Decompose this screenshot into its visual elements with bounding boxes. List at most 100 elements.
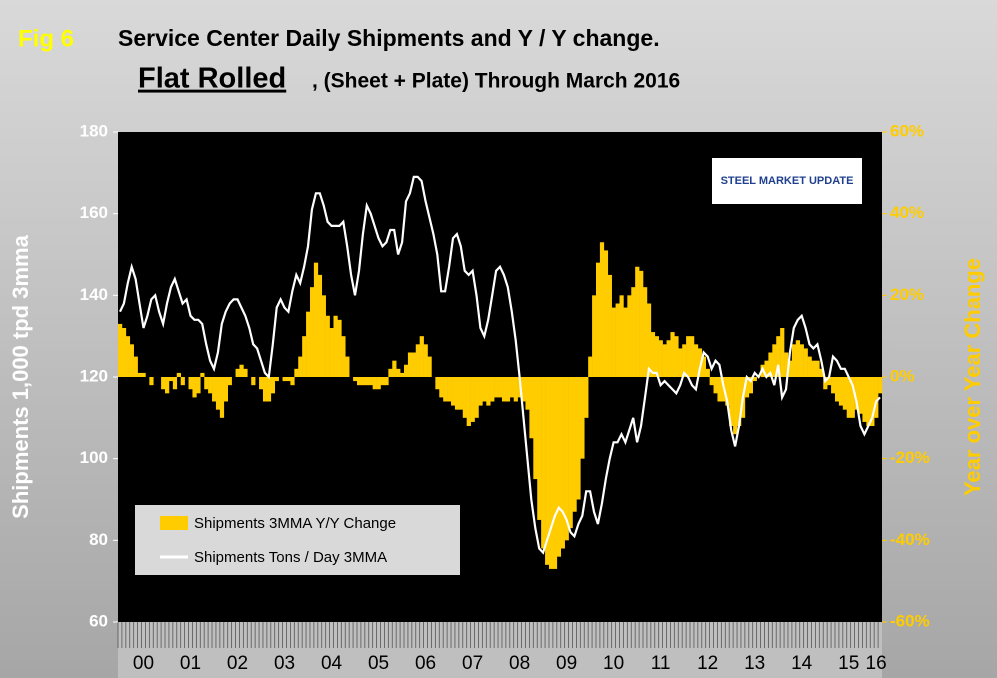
- bar: [803, 348, 808, 377]
- bar: [717, 377, 722, 402]
- bar: [243, 368, 248, 377]
- bar: [462, 377, 467, 418]
- bar: [133, 356, 138, 377]
- bar: [294, 368, 299, 377]
- bar: [670, 332, 675, 377]
- bar: [356, 377, 362, 386]
- bar: [572, 377, 577, 512]
- bar: [392, 360, 397, 377]
- subtitle: , (Sheet + Plate) Through March 2016: [312, 70, 680, 93]
- bar: [196, 377, 201, 394]
- bar: [172, 377, 178, 390]
- bar: [447, 377, 452, 402]
- bar: [666, 340, 671, 377]
- bar: [619, 295, 624, 377]
- bar: [125, 336, 131, 377]
- bar: [878, 377, 883, 394]
- bar: [705, 368, 710, 377]
- bar: [733, 377, 738, 435]
- bar: [592, 295, 597, 377]
- bar: [435, 377, 440, 390]
- bar: [384, 377, 389, 386]
- y-tick-label: 140: [80, 285, 108, 304]
- bar: [239, 364, 244, 377]
- bar: [725, 377, 730, 406]
- bar: [376, 377, 381, 390]
- bar: [552, 377, 558, 569]
- bar: [838, 377, 844, 406]
- bar: [212, 377, 217, 402]
- bar: [470, 377, 475, 422]
- bar: [118, 323, 123, 377]
- bar: [329, 328, 334, 377]
- bar: [556, 377, 562, 557]
- bar: [776, 336, 781, 377]
- bar: [560, 377, 565, 549]
- bar: [635, 266, 640, 377]
- bar: [729, 377, 734, 426]
- bar: [787, 360, 793, 377]
- bar: [486, 377, 491, 406]
- bar: [466, 377, 471, 426]
- bar: [404, 364, 409, 377]
- x-tick-label: 03: [274, 653, 295, 674]
- bar: [513, 377, 518, 402]
- x-tick-label: 13: [744, 653, 765, 674]
- bar: [662, 344, 667, 377]
- bar: [372, 377, 377, 390]
- bar: [595, 262, 601, 377]
- bar: [286, 377, 291, 382]
- bar: [541, 377, 546, 549]
- y-tick-label: 60: [89, 611, 108, 630]
- bar: [827, 377, 832, 386]
- bar: [494, 377, 499, 398]
- x-tick-label: 14: [791, 653, 813, 674]
- bar: [306, 311, 311, 377]
- bar: [713, 377, 718, 394]
- bar: [521, 377, 526, 402]
- bar: [204, 377, 209, 390]
- x-tick-label: 00: [133, 653, 154, 674]
- bar: [697, 348, 703, 377]
- bar: [141, 372, 146, 377]
- y-tick-label: 120: [80, 366, 108, 385]
- subtitle-emphasis: Flat Rolled: [138, 63, 286, 95]
- bar: [693, 344, 699, 377]
- bar: [862, 377, 867, 422]
- y-axis-label: Shipments 1,000 tpd 3mma: [8, 234, 33, 518]
- x-tick-label: 09: [556, 653, 577, 674]
- bar: [748, 377, 754, 394]
- bar: [584, 377, 589, 418]
- bar: [443, 377, 448, 402]
- line: [119, 175, 881, 555]
- bar: [643, 287, 648, 377]
- bar: [341, 336, 346, 377]
- fig-label: Fig 6: [18, 25, 74, 52]
- bar: [364, 377, 370, 386]
- bar: [474, 377, 479, 418]
- bar: [302, 336, 307, 377]
- x-tick-label: 08: [509, 653, 530, 674]
- bar: [192, 377, 197, 398]
- bar: [580, 377, 585, 459]
- bar: [262, 377, 268, 402]
- bar: [298, 356, 303, 377]
- bar: [161, 377, 166, 390]
- bar: [623, 307, 628, 377]
- x-tick-label: 05: [368, 653, 389, 674]
- bar: [168, 377, 174, 382]
- bar: [709, 377, 714, 386]
- bar: [654, 336, 659, 377]
- x-tick-label: 06: [415, 653, 436, 674]
- bar: [259, 377, 264, 390]
- bar: [627, 295, 632, 377]
- bar: [227, 377, 232, 386]
- bar: [874, 377, 879, 418]
- bar: [223, 377, 229, 402]
- bar: [478, 377, 483, 406]
- bar: [603, 250, 609, 377]
- bar: [200, 372, 205, 377]
- bar: [525, 377, 530, 410]
- bar: [607, 274, 612, 377]
